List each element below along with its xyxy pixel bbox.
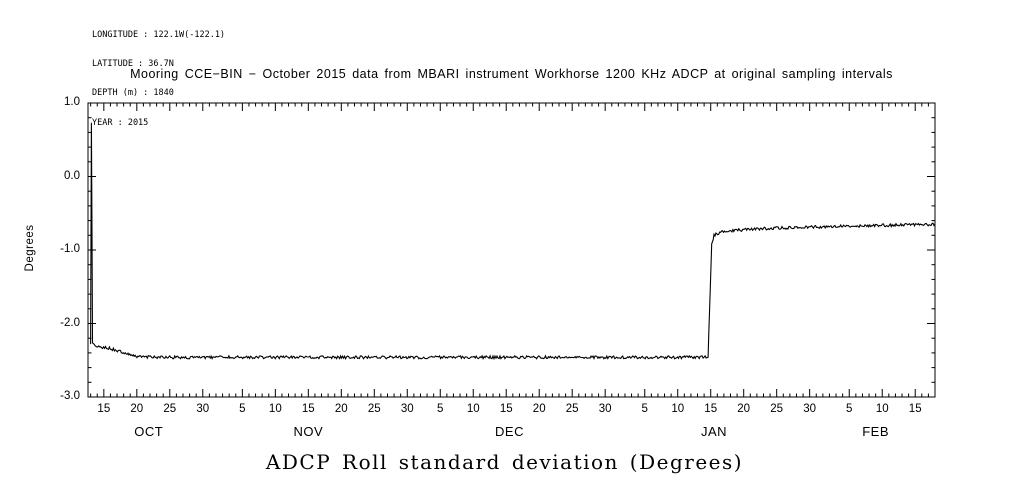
x-tick-label: 30 <box>400 403 414 415</box>
x-tick-label: 10 <box>268 403 282 415</box>
x-tick-label: 30 <box>803 403 817 415</box>
meta-longitude: LONGITUDE : 122.1W(-122.1) <box>92 29 226 40</box>
x-tick-label: 15 <box>704 403 718 415</box>
meta-depth: DEPTH (m) : 1840 <box>92 88 174 99</box>
x-tick-label: 10 <box>466 403 480 415</box>
plot-frame <box>87 102 936 398</box>
month-label: JAN <box>700 424 728 439</box>
x-tick-label: 20 <box>737 403 751 415</box>
x-tick-label: 15 <box>301 403 315 415</box>
chart-title: Mooring CCE−BIN − October 2015 data from… <box>130 67 893 81</box>
data-line <box>90 122 936 361</box>
x-tick-label: 15 <box>499 403 513 415</box>
y-tick-label: -2.0 <box>60 316 80 329</box>
chart-caption: ADCP Roll standard deviation (Degrees) <box>265 450 744 474</box>
month-label: DEC <box>495 424 524 439</box>
x-tick-label: 5 <box>239 403 246 415</box>
x-tick-label: 5 <box>641 403 648 415</box>
x-tick-label: 5 <box>846 403 853 415</box>
metadata-block: LONGITUDE : 122.1W(-122.1) LATITUDE : 36… <box>92 11 225 148</box>
meta-year: YEAR : 2015 <box>92 117 149 128</box>
x-tick-label: 20 <box>334 403 348 415</box>
x-tick-label: 25 <box>163 403 177 415</box>
month-label: NOV <box>293 424 324 439</box>
x-tick-label: 20 <box>130 403 144 415</box>
y-tick-label: 0.0 <box>64 169 80 182</box>
y-tick-label: 1.0 <box>64 96 80 108</box>
x-tick-label: 5 <box>437 403 444 415</box>
x-tick-label: 30 <box>196 403 210 415</box>
y-tick-label: -3.0 <box>60 390 80 402</box>
x-tick-label: 25 <box>367 403 381 415</box>
meta-latitude: LATITUDE : 36.7N <box>92 58 174 69</box>
x-tick-label: 10 <box>671 403 685 415</box>
x-tick-label: 10 <box>875 403 889 415</box>
x-tick-label: 15 <box>908 403 922 415</box>
x-tick-label: 25 <box>770 403 784 415</box>
month-label: OCT <box>134 424 164 439</box>
x-tick-label: 20 <box>532 403 546 415</box>
month-label: FEB <box>862 424 890 439</box>
x-tick-label: 25 <box>565 403 579 415</box>
x-tick-label: 30 <box>598 403 612 415</box>
y-tick-label: -1.0 <box>60 243 80 255</box>
x-tick-label: 15 <box>97 403 111 415</box>
